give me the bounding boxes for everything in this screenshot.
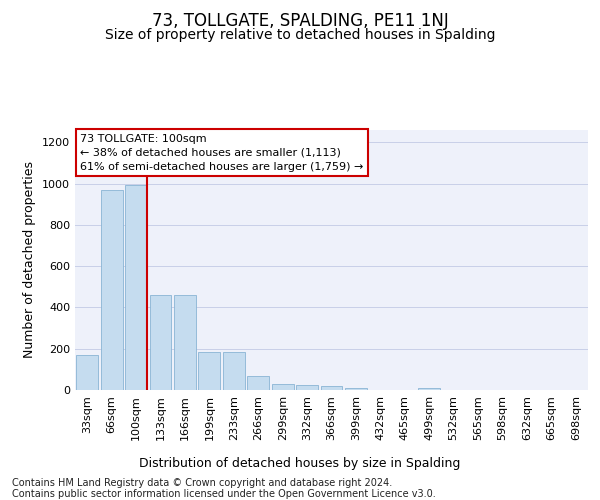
Bar xyxy=(223,352,245,390)
Text: 73 TOLLGATE: 100sqm
← 38% of detached houses are smaller (1,113)
61% of semi-det: 73 TOLLGATE: 100sqm ← 38% of detached ho… xyxy=(80,134,364,172)
Bar xyxy=(345,388,367,390)
Bar xyxy=(272,384,293,390)
Y-axis label: Number of detached properties: Number of detached properties xyxy=(23,162,37,358)
Text: Contains HM Land Registry data © Crown copyright and database right 2024.: Contains HM Land Registry data © Crown c… xyxy=(12,478,392,488)
Bar xyxy=(247,376,269,390)
Bar xyxy=(101,190,122,390)
Bar xyxy=(296,386,318,390)
Text: Size of property relative to detached houses in Spalding: Size of property relative to detached ho… xyxy=(105,28,495,42)
Bar xyxy=(125,184,147,390)
Text: Distribution of detached houses by size in Spalding: Distribution of detached houses by size … xyxy=(139,458,461,470)
Bar xyxy=(418,388,440,390)
Bar xyxy=(320,386,343,390)
Bar xyxy=(149,294,172,390)
Bar xyxy=(199,352,220,390)
Text: Contains public sector information licensed under the Open Government Licence v3: Contains public sector information licen… xyxy=(12,489,436,499)
Bar xyxy=(174,294,196,390)
Bar xyxy=(76,354,98,390)
Text: 73, TOLLGATE, SPALDING, PE11 1NJ: 73, TOLLGATE, SPALDING, PE11 1NJ xyxy=(152,12,448,30)
